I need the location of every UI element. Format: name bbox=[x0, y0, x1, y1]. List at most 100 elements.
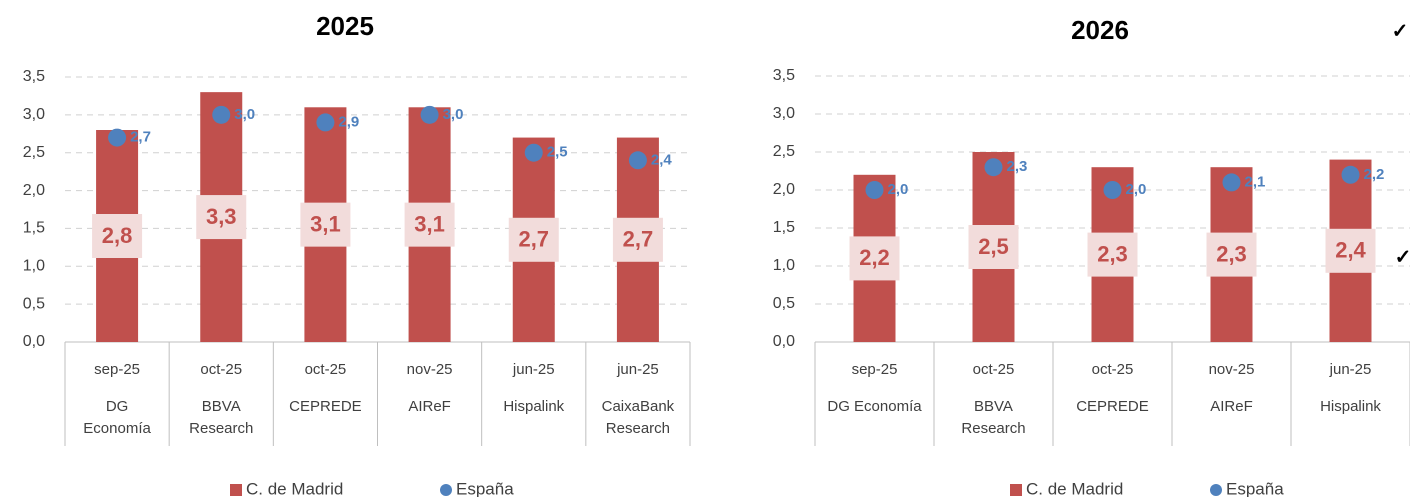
bar-label: 3,3 bbox=[206, 204, 237, 229]
bar-label-box bbox=[1325, 228, 1376, 273]
source-label: DG Economía bbox=[827, 398, 922, 415]
bar-label-box bbox=[300, 202, 351, 247]
dot bbox=[984, 158, 1003, 177]
dot bbox=[628, 151, 647, 170]
source-label: AIReF bbox=[1210, 398, 1253, 415]
dot bbox=[1222, 173, 1241, 192]
bar-label: 3,1 bbox=[310, 211, 341, 236]
dot bbox=[524, 143, 543, 162]
chart-title: 2025 bbox=[316, 11, 374, 41]
y-tick-label: 0,0 bbox=[773, 333, 795, 350]
source-label-box: CEPREDE bbox=[289, 398, 362, 415]
y-tick-label: 1,5 bbox=[23, 220, 45, 237]
source-label-box: DG Economía bbox=[83, 398, 151, 437]
source-label-box: Hispalink bbox=[503, 398, 565, 415]
y-tick-label: 0,5 bbox=[773, 295, 795, 312]
bar-label-box bbox=[1087, 232, 1138, 277]
x-tick-label: nov-25 bbox=[407, 361, 453, 378]
dot-label: 3,0 bbox=[443, 106, 464, 123]
bar-label: 2,5 bbox=[978, 234, 1009, 259]
annotation: ✓ bbox=[1395, 246, 1410, 268]
source-label-box: Hispalink bbox=[1320, 398, 1381, 415]
bar-label: 2,8 bbox=[102, 223, 133, 248]
bar-label: 2,3 bbox=[1216, 241, 1247, 266]
y-tick-label: 1,0 bbox=[773, 257, 795, 274]
y-tick-label: 2,5 bbox=[773, 143, 795, 160]
dot bbox=[1341, 165, 1360, 184]
x-tick-label: oct-25 bbox=[1092, 361, 1134, 378]
annotation: ✓ bbox=[1392, 20, 1409, 42]
dot-label: 3,0 bbox=[234, 106, 255, 123]
dot-label: 2,7 bbox=[130, 129, 151, 146]
y-tick-label: 3,5 bbox=[773, 67, 795, 84]
y-tick-label: 2,0 bbox=[23, 182, 45, 199]
bar-label-box bbox=[612, 217, 663, 262]
legend-label: C. de Madrid bbox=[1026, 479, 1123, 497]
dot-label: 2,5 bbox=[547, 144, 568, 161]
source-label-box: BBVA Research bbox=[961, 398, 1026, 437]
source-label-box: CEPREDE bbox=[1076, 398, 1149, 415]
y-tick-label: 3,5 bbox=[23, 68, 45, 85]
x-tick-label: jun-25 bbox=[1329, 361, 1372, 378]
bar-label-box bbox=[508, 217, 559, 262]
source-label-box: AIReF bbox=[408, 398, 451, 415]
y-tick-label: 3,0 bbox=[773, 105, 795, 122]
bar-label: 2,7 bbox=[518, 227, 549, 252]
dot bbox=[212, 105, 231, 124]
dot bbox=[1103, 181, 1122, 199]
source-label: CEPREDE bbox=[289, 398, 362, 415]
bar-label-box bbox=[92, 214, 143, 258]
bar-label: 2,2 bbox=[859, 245, 890, 270]
y-tick-label: 0,0 bbox=[23, 333, 45, 350]
legend-swatch bbox=[230, 484, 242, 496]
bar-label-box bbox=[196, 195, 247, 240]
y-tick-label: 1,0 bbox=[23, 258, 45, 275]
chart-title: 2026 bbox=[1071, 15, 1129, 45]
bar-label: 3,1 bbox=[414, 211, 445, 236]
legend-swatch bbox=[1210, 484, 1222, 496]
x-tick-label: jun-25 bbox=[616, 361, 659, 378]
bar-label-box bbox=[1206, 232, 1257, 277]
source-label: AIReF bbox=[408, 398, 451, 415]
source-label: BBVA Research bbox=[189, 398, 254, 437]
source-label: Hispalink bbox=[503, 398, 565, 415]
dot-label: 2,3 bbox=[1007, 158, 1028, 175]
source-label-box: AIReF bbox=[1210, 398, 1253, 415]
dot bbox=[316, 113, 335, 132]
x-tick-label: sep-25 bbox=[852, 361, 898, 378]
y-tick-label: 0,5 bbox=[23, 295, 45, 312]
x-tick-label: sep-25 bbox=[94, 361, 140, 378]
dot bbox=[108, 128, 127, 147]
dot-label: 2,4 bbox=[651, 151, 673, 168]
source-label-box: DG Economía bbox=[827, 398, 922, 415]
source-label: BBVA Research bbox=[961, 398, 1026, 437]
y-tick-label: 2,5 bbox=[23, 144, 45, 161]
legend-label: C. de Madrid bbox=[246, 479, 343, 497]
dot-label: 2,1 bbox=[1245, 173, 1266, 190]
bar-label: 2,4 bbox=[1335, 238, 1366, 263]
source-label: Hispalink bbox=[1320, 398, 1381, 415]
dot bbox=[865, 181, 884, 199]
source-label-box: CaixaBank Research bbox=[601, 398, 675, 437]
legend-label: España bbox=[456, 479, 514, 497]
source-label-box: BBVA Research bbox=[189, 398, 254, 437]
legend-swatch bbox=[440, 484, 452, 496]
x-tick-label: oct-25 bbox=[305, 361, 347, 378]
x-tick-label: jun-25 bbox=[512, 361, 555, 378]
y-tick-label: 2,0 bbox=[773, 181, 795, 198]
x-tick-label: oct-25 bbox=[973, 361, 1015, 378]
source-label: CaixaBank Research bbox=[601, 398, 675, 437]
legend-swatch bbox=[1010, 484, 1022, 496]
bar-label-box bbox=[968, 225, 1019, 269]
bar-label-box bbox=[404, 202, 455, 247]
x-tick-label: oct-25 bbox=[200, 361, 242, 378]
bar-label-box bbox=[849, 236, 900, 281]
bar-label: 2,3 bbox=[1097, 241, 1128, 266]
legend-label: España bbox=[1226, 479, 1284, 497]
dot-label: 2,0 bbox=[1126, 181, 1147, 198]
dot bbox=[420, 105, 439, 124]
bar-label: 2,7 bbox=[623, 227, 654, 252]
dot-label: 2,2 bbox=[1364, 166, 1385, 183]
dot-label: 2,0 bbox=[888, 181, 909, 198]
